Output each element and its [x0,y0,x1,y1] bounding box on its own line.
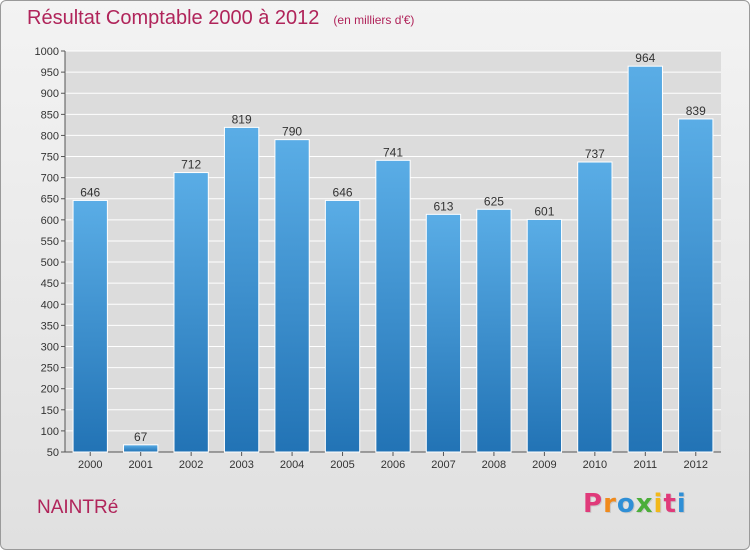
bar-value-label: 790 [282,125,302,139]
logo-letter: r [603,489,617,519]
bar-2008 [476,208,512,453]
bar-value-label: 625 [484,194,504,208]
y-tick-label: 450 [41,278,59,290]
bar-value-label: 737 [585,147,605,161]
y-tick-label: 750 [41,152,59,164]
chart-title: Résultat Comptable 2000 à 2012 [27,7,320,29]
y-tick-label: 1000 [35,46,59,58]
bar-value-label: 613 [433,199,453,213]
bar-2011 [627,65,663,453]
bar-value-label: 601 [534,204,554,218]
x-tick-label: 2004 [280,459,304,471]
x-tick-label: 2011 [633,459,657,471]
y-tick-label: 500 [41,257,59,269]
x-tick-label: 2007 [431,459,455,471]
bar-value-label: 819 [232,112,252,126]
x-tick-label: 2002 [179,459,203,471]
y-tick-label: 100 [41,426,59,438]
bar-2006 [375,159,411,453]
logo-letter: P [583,489,604,519]
y-tick-label: 800 [41,130,59,142]
bar-value-labels: 646 67 712 819 790 646 741 613 625 601 737 964 839 [80,51,706,444]
title-row: Résultat Comptable 2000 à 2012 (en milli… [27,7,414,30]
logo-letter: i [676,489,687,519]
bar-value-label: 712 [181,158,201,172]
x-tick-label: 2009 [532,459,556,471]
y-tick-label: 150 [41,405,59,417]
y-tick-label: 550 [41,236,59,248]
y-tick-label: 400 [41,299,59,311]
logo-letter: o [616,489,636,519]
y-tick-label: 950 [41,67,59,79]
y-tick-label: 650 [41,194,59,206]
bar-2012 [678,118,714,453]
bar-value-label: 67 [134,430,148,444]
x-tick-label: 2008 [482,459,506,471]
proxiti-logo: Proxiti [583,489,687,519]
chart-subtitle: (en milliers d'€) [333,13,415,27]
x-tick-label: 2012 [684,459,708,471]
y-tick-label: 900 [41,88,59,100]
y-tick-label: 600 [41,215,59,227]
bar-value-label: 839 [686,104,706,118]
bar-2003 [223,126,260,453]
y-tick-label: 250 [41,363,59,375]
y-tick-label: 700 [41,173,59,185]
bar-value-label: 964 [635,51,655,65]
bar-2009 [526,218,563,453]
x-tick-label: 2005 [330,459,354,471]
x-tick-label: 2003 [229,459,253,471]
x-tick-labels: 2000 2001 2002 2003 2004 2005 2006 2007 2008 2009… [78,452,708,471]
bar-2010 [577,161,613,453]
bar-2005 [324,199,361,453]
logo-letter: x [635,489,654,519]
bar-value-label: 646 [80,185,100,199]
logo-letter: i [653,489,664,519]
y-tick-labels: 50 100 150 200 250 300 350 400 450 500 550 600 650 70… [35,46,65,459]
bar-2000 [72,199,108,453]
x-tick-label: 2010 [583,459,607,471]
bar-2004 [274,139,310,453]
commune-name: NAINTRé [37,497,119,518]
y-tick-label: 200 [41,384,59,396]
y-tick-label: 300 [41,341,59,353]
logo-letter: t [663,489,677,519]
bar-value-label: 646 [333,185,353,199]
bar-2002 [173,172,209,453]
x-tick-label: 2001 [128,459,152,471]
x-tick-label: 2006 [381,459,405,471]
y-tick-label: 350 [41,320,59,332]
bar-2007 [425,213,462,453]
y-tick-label: 850 [41,109,59,121]
y-tick-label: 50 [47,447,59,459]
x-tick-label: 2000 [78,459,102,471]
bar-2001 [123,444,159,453]
bars [72,65,714,453]
bar-value-label: 741 [383,145,403,159]
